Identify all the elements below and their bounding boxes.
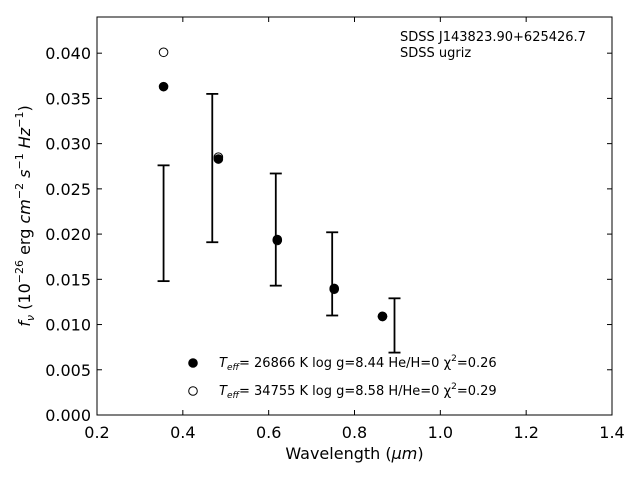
model-point-filled	[329, 283, 340, 294]
legend-label-1: Teff= 26866 K log g=8.44 He/H=0 χ2=0.26	[219, 354, 497, 373]
annotation-object-name: SDSS J143823.90+625426.7	[400, 30, 586, 45]
y-tick-label: 0.005	[45, 361, 91, 380]
model-point-filled	[377, 311, 388, 322]
model-point-filled	[272, 234, 283, 245]
x-tick-label: 0.4	[170, 423, 195, 442]
data-markers	[158, 47, 388, 322]
annotation-filter-set: SDSS ugriz	[400, 46, 471, 61]
legend-marker-open	[188, 386, 198, 396]
x-tick-label: 1.0	[428, 423, 453, 442]
y-tick-label: 0.025	[45, 180, 91, 199]
x-axis-title: Wavelength (μm)	[285, 444, 423, 463]
y-tick-label: 0.015	[45, 270, 91, 289]
error-bars	[157, 92, 401, 354]
y-tick-label: 0.035	[45, 89, 91, 108]
y-tick-label: 0.020	[45, 225, 91, 244]
x-tick-label: 1.2	[513, 423, 538, 442]
y-tick-label: 0.010	[45, 316, 91, 335]
legend-marker-filled	[188, 358, 198, 368]
model-point-filled	[158, 81, 169, 92]
legend-label-2: Teff= 34755 K log g=8.58 H/He=0 χ2=0.29	[219, 382, 497, 401]
legend: Teff= 26866 K log g=8.44 He/H=0 χ2=0.26 …	[188, 354, 497, 401]
y-tick-label: 0.040	[45, 44, 91, 63]
model-point-open	[158, 47, 169, 58]
x-tick-label: 0.6	[256, 423, 281, 442]
y-tick-label: 0.000	[45, 406, 91, 425]
x-tick-label: 0.2	[84, 423, 109, 442]
x-tick-label: 0.8	[342, 423, 367, 442]
y-axis-title: fν (10−26 erg cm−2 s−1 Hz−1)	[13, 105, 37, 326]
plot-frame	[96, 16, 613, 416]
axis-ticks: 0.2 0.4 0.6 0.8 1.0 1.2 1.4 0.000 0.005 0.010 0.01…	[45, 17, 625, 442]
model-point-filled	[213, 154, 224, 164]
y-tick-label: 0.030	[45, 135, 91, 154]
x-tick-label: 1.4	[599, 423, 624, 442]
